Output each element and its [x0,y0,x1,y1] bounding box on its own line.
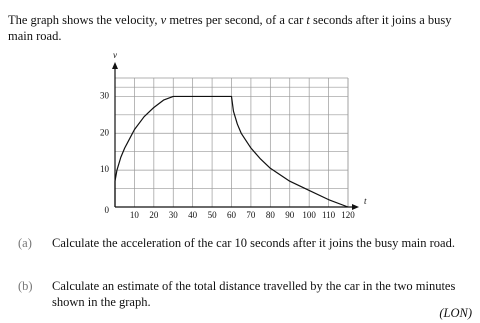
text: metres per second, of a car [166,13,307,27]
y-tick-label: 20 [100,127,110,137]
x-arrow [352,204,359,210]
y-arrow [112,62,118,69]
y-axis-label: v [113,50,117,60]
y-tick-label: 0 [105,205,110,215]
question-label: (b) [18,279,33,293]
x-tick-label: 90 [285,210,295,220]
x-tick-label: 10 [130,210,140,220]
chart: 0 10 20 30 10 20 30 40 50 60 70 80 90 100 110 120 v t [100,50,367,220]
text: seconds after it joins a busy main road. [8,13,452,43]
question-text: Calculate an estimate of the total dista… [52,279,456,309]
source: (LON) [439,306,472,320]
velocity-curve [114,95,349,208]
variable: t [306,13,310,27]
x-tick-label: 80 [266,210,276,220]
variable: v [160,13,167,27]
x-axis-label: t [364,196,367,206]
y-tick-label: 10 [100,164,110,174]
x-tick-label: 100 [302,210,316,220]
x-tick-label: 70 [246,210,256,220]
question-text: Calculate the acceleration of the car 10… [52,236,455,250]
x-tick-label: 20 [149,210,159,220]
y-tick-label: 30 [100,90,110,100]
intro: The graph shows the velocity, v metres p… [8,12,476,44]
question-label: (a) [18,236,32,250]
x-tick-label: 40 [188,210,198,220]
x-tick-label: 110 [322,210,336,220]
text: The graph shows the velocity, [8,13,161,27]
x-tick-label: 30 [169,210,179,220]
x-tick-label: 60 [227,210,237,220]
x-tick-label: 120 [341,210,355,220]
x-tick-label: 50 [208,210,218,220]
